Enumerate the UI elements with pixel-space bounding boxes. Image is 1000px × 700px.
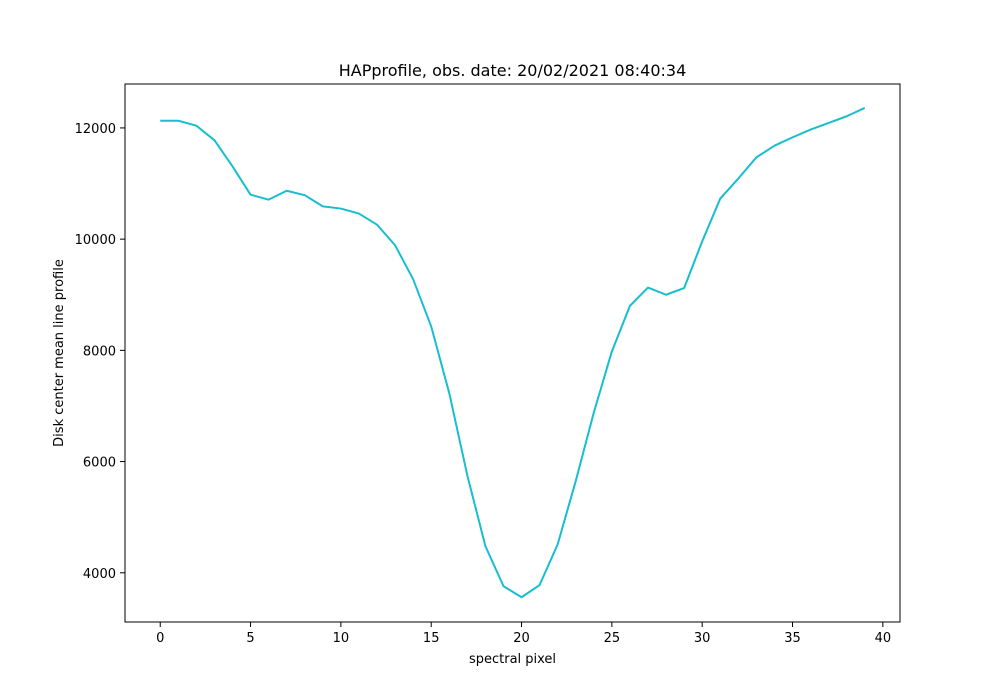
x-tick-label: 20	[513, 631, 530, 646]
x-axis: 0 5 10 15 20 25 30 35 40	[156, 622, 891, 646]
chart-title: HAPprofile, obs. date: 20/02/2021 08:40:…	[339, 61, 687, 80]
x-tick-label: 30	[694, 631, 711, 646]
series-line-0	[160, 107, 866, 599]
y-tick-label: 4000	[83, 567, 116, 582]
x-tick-label: 5	[246, 631, 254, 646]
y-tick-label: 10000	[75, 233, 116, 248]
x-tick-label: 25	[604, 631, 621, 646]
plot-area	[160, 107, 866, 599]
y-axis-title: Disk center mean line profile	[52, 259, 67, 447]
x-axis-title: spectral pixel	[469, 652, 556, 667]
x-tick-label: 10	[333, 631, 350, 646]
y-tick-label: 8000	[83, 344, 116, 359]
x-tick-label: 15	[423, 631, 440, 646]
x-tick-label: 0	[156, 631, 164, 646]
y-axis: 4000 6000 8000 10000 12000	[75, 122, 125, 582]
plot-frame	[124, 83, 901, 623]
x-tick-label: 35	[784, 631, 801, 646]
x-tick-label: 40	[875, 631, 892, 646]
y-tick-label: 6000	[83, 456, 116, 471]
y-tick-label: 12000	[75, 122, 116, 137]
